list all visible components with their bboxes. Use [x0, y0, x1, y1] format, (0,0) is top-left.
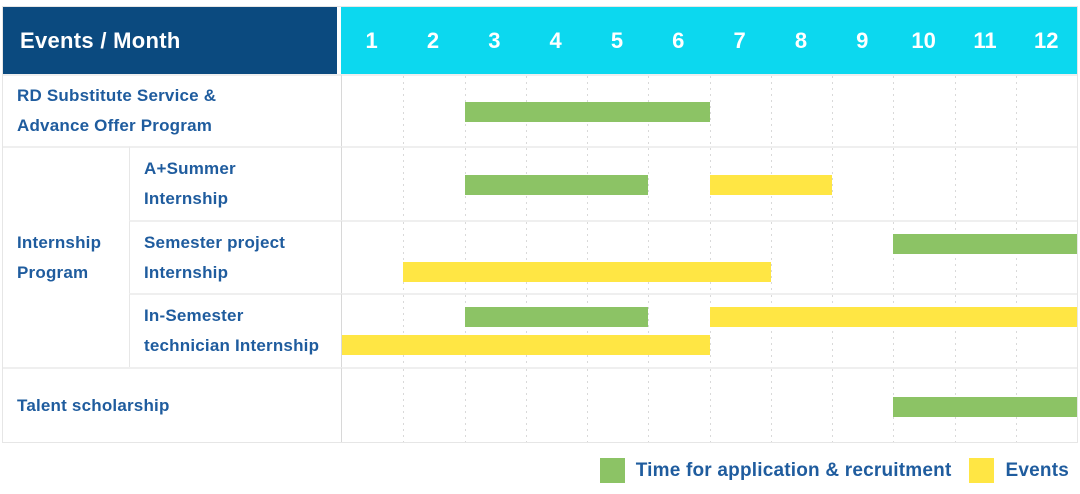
- month-gridline: [587, 222, 588, 293]
- month-gridline: [770, 76, 772, 146]
- group-label-line: Internship: [17, 232, 102, 252]
- month-gridline: [525, 369, 527, 442]
- group-label-internship-program: Internship Program: [3, 146, 129, 367]
- month-gridline: [587, 369, 588, 442]
- row-label-line: technician Internship: [144, 336, 320, 355]
- month-gridline: [1015, 295, 1017, 367]
- month-gridline: [709, 295, 711, 367]
- legend-label: Time for application & recruitment: [635, 459, 952, 481]
- legend-swatch-green: [599, 458, 625, 483]
- gantt-row-in-semester-technician: [341, 293, 1077, 367]
- month-label: 4: [549, 27, 562, 53]
- month-label: 6: [672, 27, 685, 53]
- gantt-bar-application_recruitment: [464, 307, 649, 327]
- month-gridline: [464, 295, 466, 367]
- row-label-line: Internship: [144, 189, 229, 208]
- month-gridline: [648, 222, 650, 293]
- month-gridline: [709, 369, 711, 442]
- month-gridline: [709, 76, 711, 146]
- row-label-rd-substitute: RD Substitute Service & Advance Offer Pr…: [3, 74, 341, 146]
- legend: Time for application & recruitment Event…: [599, 458, 1069, 483]
- row-label-talent-scholarship: Talent scholarship: [3, 367, 341, 442]
- gantt-row-a-plus-summer: [341, 146, 1077, 220]
- month-label: 3: [488, 27, 501, 53]
- row-label-semester-project: Semester project Internship: [129, 220, 341, 293]
- gantt-bar-events: [342, 335, 710, 355]
- month-gridline: [832, 148, 833, 220]
- month-gridline: [832, 76, 833, 146]
- month-gridline: [832, 369, 833, 442]
- month-gridline: [770, 369, 772, 442]
- row-label-line: In-Semester: [144, 306, 244, 325]
- row-label-in-semester-technician: In-Semester technician Internship: [129, 293, 341, 367]
- legend-item-events: Events: [969, 458, 1069, 483]
- month-gridline: [954, 76, 956, 146]
- month-gridline: [648, 369, 650, 442]
- month-gridline: [954, 148, 956, 220]
- month-gridline: [893, 222, 895, 293]
- row-label-line: Semester project: [144, 232, 286, 252]
- month-gridline: [403, 76, 405, 146]
- month-gridline: [832, 295, 833, 367]
- month-label: 11: [973, 27, 997, 53]
- month-gridline: [403, 295, 405, 367]
- gantt-table: Events / Month 1 2 3 4 5 6 7 8 9 10 11 1…: [2, 6, 1078, 443]
- header-title: Events / Month: [20, 27, 181, 53]
- row-label-line: A+Summer: [144, 159, 236, 178]
- month-gridline: [893, 148, 895, 220]
- month-label: 9: [856, 27, 869, 53]
- gantt-bar-application_recruitment: [893, 396, 1077, 417]
- month-gridline: [1015, 222, 1017, 293]
- legend-item-application-recruitment: Time for application & recruitment: [599, 458, 952, 483]
- row-label-a-plus-summer: A+Summer Internship: [129, 146, 341, 220]
- month-label: 5: [610, 27, 624, 53]
- row-label-line: Advance Offer Program: [17, 116, 213, 135]
- month-gridline: [770, 222, 772, 293]
- month-gridline: [709, 222, 711, 293]
- month-gridline: [403, 148, 405, 220]
- gantt-bar-application_recruitment: [464, 102, 710, 122]
- header-title-cell: Events / Month: [3, 7, 341, 74]
- month-gridline: [525, 222, 527, 293]
- gantt-bar-events: [709, 175, 832, 195]
- month-label: 12: [1034, 27, 1059, 53]
- month-gridline: [954, 222, 956, 293]
- month-label: 7: [733, 27, 746, 53]
- month-gridline: [464, 222, 466, 293]
- gantt-bar-application_recruitment: [893, 234, 1077, 254]
- legend-swatch-yellow: [969, 458, 995, 483]
- group-label-line: Program: [17, 262, 89, 282]
- gantt-row-talent-scholarship: [341, 367, 1077, 442]
- gantt-row-rd-substitute: [341, 74, 1077, 146]
- month-gridline: [770, 295, 772, 367]
- month-label: 1: [365, 27, 378, 53]
- month-gridline: [1015, 76, 1017, 146]
- month-gridline: [525, 295, 527, 367]
- month-gridline: [954, 295, 956, 367]
- month-gridline: [1015, 148, 1017, 220]
- month-label: 10: [911, 27, 936, 53]
- row-label-line: Talent scholarship: [17, 395, 170, 415]
- month-gridline: [832, 222, 833, 293]
- month-gridline: [587, 295, 588, 367]
- month-gridline: [648, 295, 650, 367]
- months-header: 1 2 3 4 5 6 7 8 9 10 11 12: [341, 7, 1077, 74]
- gantt-bar-application_recruitment: [464, 175, 649, 195]
- month-gridline: [403, 369, 405, 442]
- month-gridline: [648, 148, 650, 220]
- gantt-row-semester-project: [341, 220, 1077, 293]
- month-gridline: [403, 222, 405, 293]
- month-gridline: [893, 76, 895, 146]
- row-label-line: RD Substitute Service &: [17, 86, 217, 105]
- month-label: 8: [794, 27, 808, 53]
- gantt-bar-events: [709, 307, 1077, 327]
- row-label-line: Internship: [144, 262, 229, 282]
- legend-label: Events: [1005, 459, 1069, 481]
- gantt-bar-events: [403, 262, 771, 282]
- month-gridline: [893, 295, 895, 367]
- month-gridline: [464, 369, 466, 442]
- month-label: 2: [426, 27, 440, 53]
